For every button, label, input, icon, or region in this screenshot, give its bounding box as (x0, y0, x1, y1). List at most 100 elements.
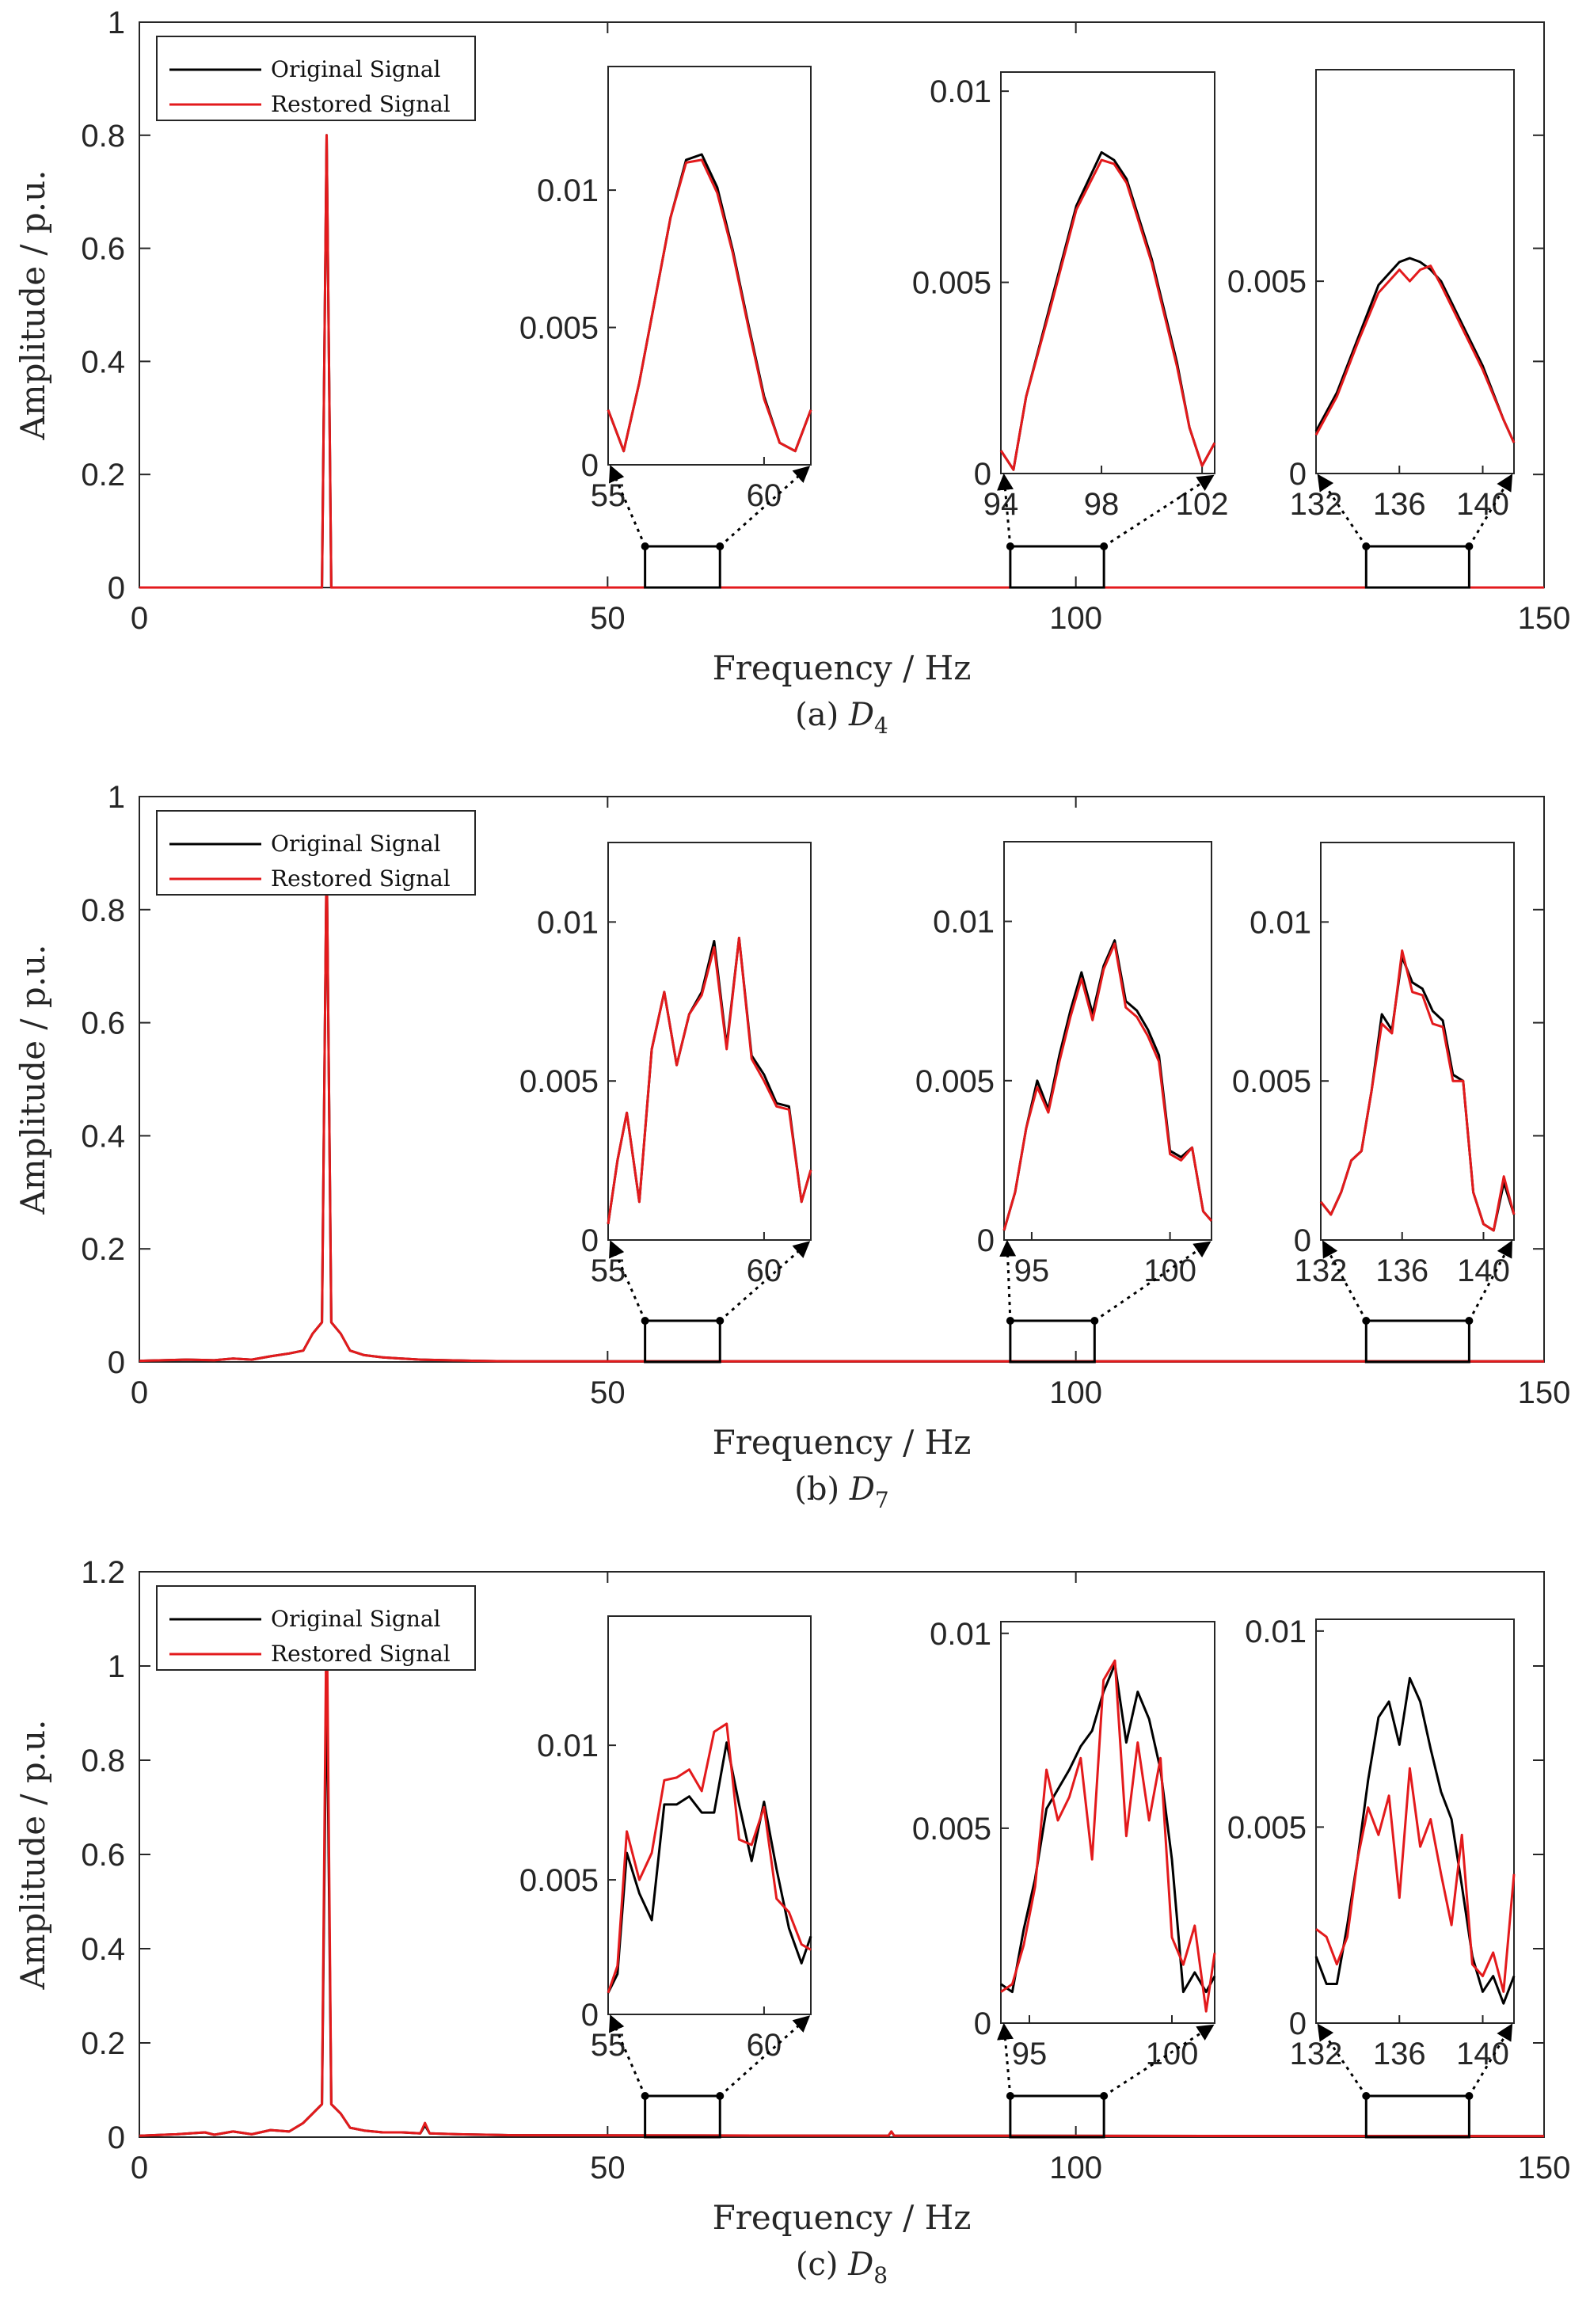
x-tick-label: 50 (590, 1375, 626, 1410)
y-tick-label: 0 (108, 2121, 125, 2155)
connector-arrow-left (609, 465, 647, 547)
inset-y-tick-label: 0 (974, 2006, 991, 2041)
panel-caption: (c) D8 (796, 2246, 888, 2288)
inset-y-tick-label: 0.005 (1227, 1810, 1307, 1845)
x-axis-label: Frequency / Hz (713, 649, 972, 687)
inset-x-tick-label: 55 (591, 478, 626, 513)
caption-subscript: 8 (873, 2262, 888, 2288)
inset-restored-line (607, 1722, 812, 1994)
y-tick-label: 0.8 (81, 119, 125, 154)
inset-frame (1315, 1618, 1515, 2024)
y-tick-label: 1 (108, 780, 125, 815)
y-tick-label: 0.8 (81, 893, 125, 928)
connector-arrow-right (1468, 474, 1513, 547)
panel-a: 0 50 100 150 0 0.2 0.4 0.6 0.8 1 Frequency / Hz Amp… (13, 6, 1570, 739)
zoom-source-rect (1364, 545, 1470, 589)
inset-y-tick-label: 0 (977, 1223, 995, 1258)
connector-arrow-left (1317, 2023, 1367, 2097)
inset-frame (1320, 842, 1515, 1241)
inset-frame (1000, 71, 1215, 474)
inset-x-tick-label: 95 (1014, 1253, 1050, 1288)
x-tick-label: 0 (131, 1375, 148, 1410)
inset-y-tick-label: 0.005 (912, 266, 991, 301)
y-tick-label: 0.8 (81, 1744, 125, 1778)
inset-3: 0 0.005 0.01 132 136 140 (1227, 1615, 1516, 2139)
caption-prefix: (b) (794, 1471, 850, 1508)
y-axis-label: Amplitude / p.u. (13, 944, 52, 1215)
connector-arrow-left (997, 473, 1014, 547)
inset-y-tick-label: 0 (581, 1998, 599, 2033)
x-tick-label: 150 (1518, 2151, 1571, 2185)
y-axis-label: Amplitude / p.u. (13, 169, 52, 440)
y-tick-label: 0.6 (81, 232, 125, 267)
inset-y-tick-label: 0 (1289, 2006, 1307, 2041)
inset-frame (1315, 69, 1515, 474)
connector-arrow-right (1103, 2024, 1215, 2098)
x-tick-label: 150 (1518, 1375, 1571, 1410)
inset-y-tick-label: 0.005 (1232, 1064, 1311, 1099)
inset-x-tick-label: 60 (747, 478, 782, 513)
inset-x-tick-label: 132 (1290, 487, 1343, 522)
inset-original-line (1002, 939, 1213, 1231)
legend-label-original: Original Signal (271, 56, 441, 82)
connector-arrow-right (1468, 1240, 1512, 1322)
y-tick-label: 1.2 (81, 1555, 125, 1590)
legend-label-restored: Restored Signal (271, 91, 451, 117)
inset-y-tick-label: 0.005 (912, 1812, 991, 1847)
y-tick-label: 0.4 (81, 344, 125, 379)
connector-arrow-right (719, 2015, 811, 2098)
zoom-source-rect (1009, 2094, 1105, 2139)
connector-arrow-left (1322, 1240, 1367, 1322)
y-tick-label: 0 (108, 571, 125, 606)
legend-label-restored: Restored Signal (271, 865, 451, 892)
inset-y-tick-label: 0 (581, 448, 599, 483)
connector-arrow-left (997, 2022, 1014, 2097)
inset-x-tick-label: 102 (1176, 487, 1229, 522)
inset-y-tick-label: 0.005 (519, 1863, 599, 1898)
inset-frame (607, 842, 812, 1241)
inset-x-tick-label: 94 (983, 487, 1019, 522)
connector-arrow-right (719, 466, 811, 548)
x-axis-label: Frequency / Hz (713, 2198, 972, 2237)
zoom-source-rect (644, 545, 721, 589)
y-axis-label: Amplitude / p.u. (13, 1719, 52, 1990)
zoom-source-rect (1364, 1319, 1470, 1364)
inset-restored-line (1314, 264, 1516, 443)
inset-2: 0 0.005 0.01 95 100 (915, 841, 1213, 1364)
connector-arrow-right (1468, 2023, 1513, 2097)
inset-y-tick-label: 0.01 (537, 173, 599, 208)
x-tick-label: 100 (1049, 2151, 1102, 2185)
legend-box (156, 810, 476, 896)
inset-x-tick-label: 55 (591, 2028, 626, 2063)
caption-symbol: D (849, 1471, 875, 1508)
series-restored-line (139, 1594, 1545, 2138)
inset-y-tick-label: 0 (581, 1223, 599, 1258)
inset-restored-line (1000, 1659, 1216, 2013)
x-tick-label: 100 (1049, 601, 1102, 636)
inset-x-tick-label: 55 (591, 1253, 626, 1288)
legend: Original Signal Restored Signal (156, 810, 476, 896)
zoom-source-rect (1009, 545, 1105, 589)
inset-x-tick-label: 140 (1456, 487, 1509, 522)
panel-b: 0 50 100 150 0 0.2 0.4 0.6 0.8 1 Frequency / Hz Amp… (13, 780, 1570, 1513)
legend-box (156, 36, 476, 121)
inset-2: 0 0.005 0.01 94 98 102 (912, 71, 1229, 589)
inset-x-tick-label: 136 (1373, 2037, 1426, 2071)
inset-y-tick-label: 0.01 (1250, 905, 1311, 940)
inset-frame (607, 1615, 812, 2015)
inset-y-tick-label: 0 (974, 457, 991, 492)
zoom-source-rect (644, 1319, 721, 1364)
connector-arrow-left (999, 1239, 1017, 1322)
y-tick-label: 0.6 (81, 1838, 125, 1873)
zoom-source-rect (1364, 2094, 1470, 2139)
series-restored-line (139, 134, 1544, 589)
connector-arrow-right (1103, 474, 1215, 548)
connector-arrow-left (609, 2014, 647, 2097)
inset-y-tick-label: 0.01 (930, 74, 991, 109)
x-tick-label: 150 (1518, 601, 1571, 636)
caption-subscript: 4 (874, 713, 888, 739)
